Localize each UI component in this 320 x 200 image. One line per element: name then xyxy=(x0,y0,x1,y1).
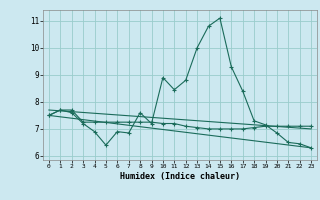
X-axis label: Humidex (Indice chaleur): Humidex (Indice chaleur) xyxy=(120,172,240,181)
